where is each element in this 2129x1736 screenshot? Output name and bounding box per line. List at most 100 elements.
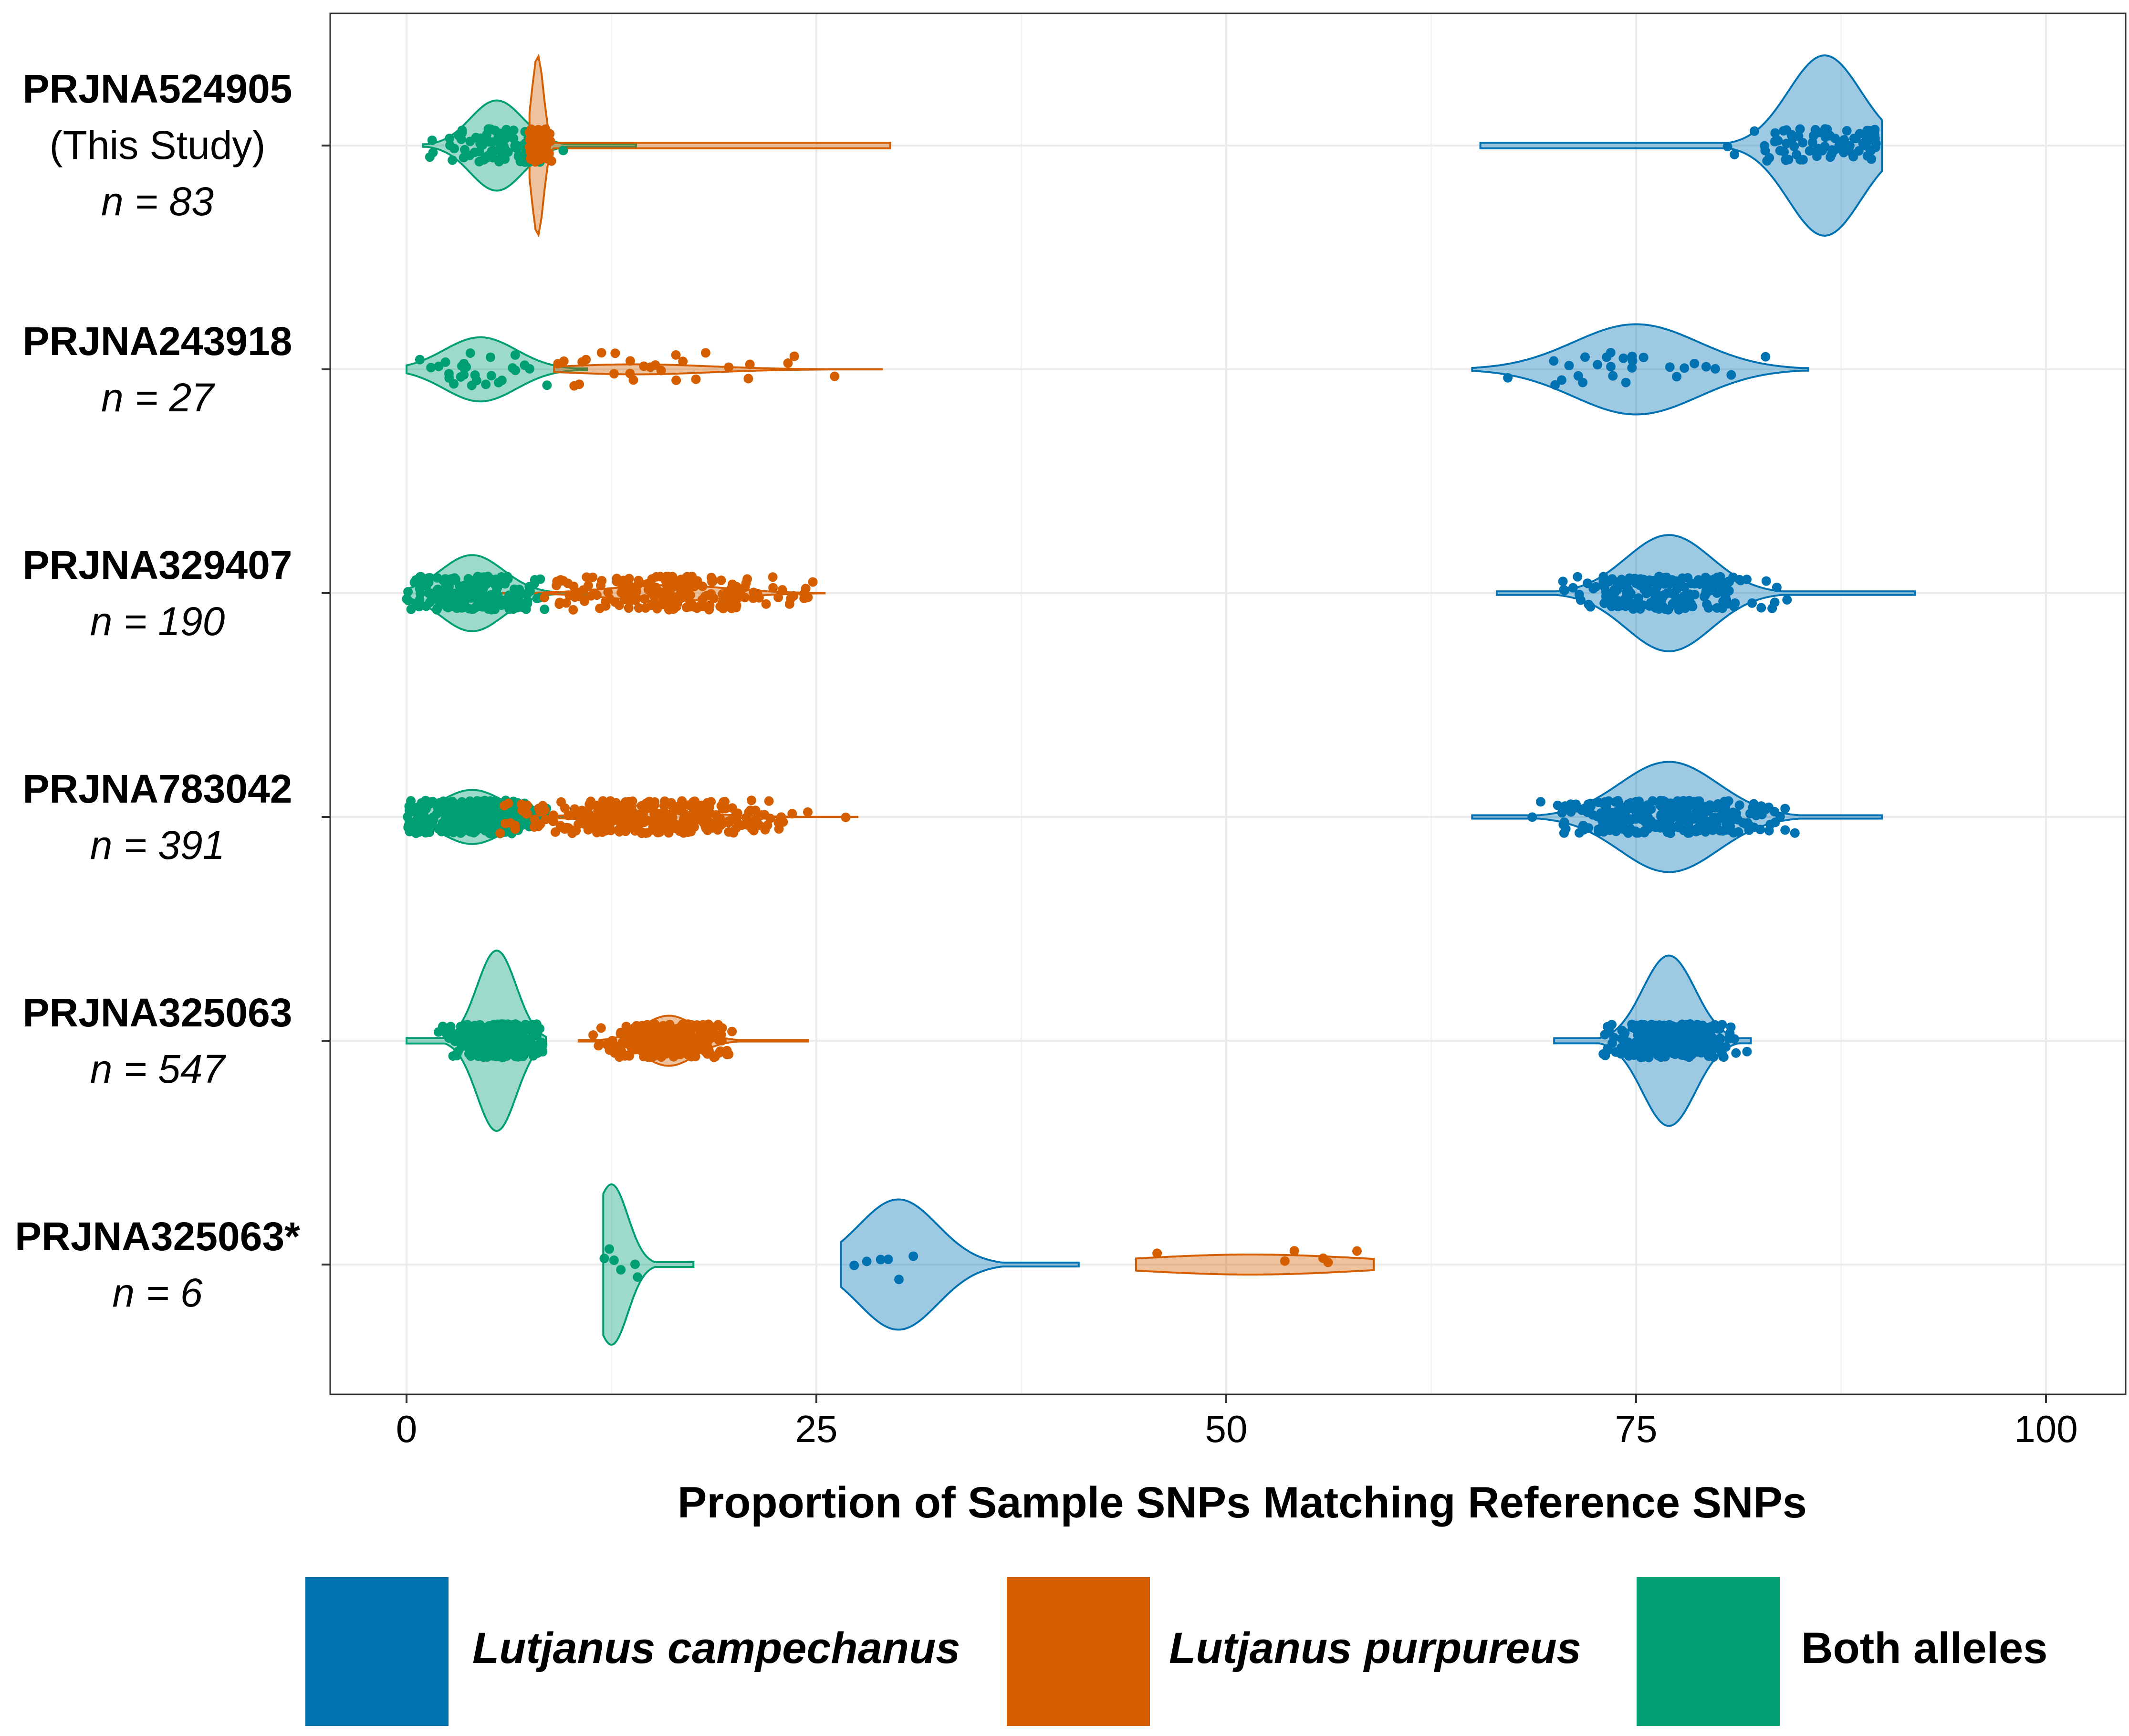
point-purpureus-PRJNA243918 — [789, 351, 799, 361]
point-purpureus-PRJNA783042 — [660, 808, 670, 818]
point-both-PRJNA243918 — [465, 348, 475, 358]
point-campechanus-PRJNA783042 — [1666, 826, 1676, 836]
point-purpureus-PRJNA243918 — [574, 379, 584, 389]
point-purpureus-PRJNA325063 — [594, 1041, 604, 1051]
point-both-PRJNA524905 — [477, 136, 487, 146]
point-both-PRJNA329407 — [423, 573, 433, 583]
point-both-PRJNA783042 — [424, 821, 433, 831]
point-campechanus-PRJNA524905 — [1848, 152, 1858, 162]
row-labels: PRJNA524905 (This Study) n = 83 PRJNA243918… — [15, 66, 330, 1315]
point-campechanus-PRJNA329407 — [1703, 586, 1713, 596]
point-purpureus-PRJNA783042 — [746, 795, 756, 805]
point-purpureus-PRJNA783042 — [637, 828, 647, 838]
point-both-PRJNA329407 — [432, 573, 442, 583]
violin-purpureus-PRJNA524905 — [528, 53, 891, 238]
point-purpureus-PRJNA783042 — [626, 803, 636, 813]
point-campechanus-PRJNA329407 — [1623, 585, 1633, 595]
point-campechanus-PRJNA329407 — [1710, 574, 1720, 584]
point-purpureus-PRJNA329407 — [728, 579, 737, 589]
point-campechanus-PRJNA325063 — [1709, 1052, 1718, 1062]
point-campechanus-PRJNA325063 — [1715, 1034, 1725, 1044]
point-campechanus-PRJNA325063 — [1644, 1053, 1654, 1062]
point-campechanus-PRJNA325063 — [1609, 1033, 1619, 1043]
point-both-PRJNA329407 — [473, 572, 483, 582]
point-campechanus-PRJNA325063 — [1742, 1046, 1752, 1056]
point-campechanus-PRJNA783042 — [1749, 799, 1759, 809]
point-both-PRJNA325063 — [532, 1019, 542, 1029]
point-both-PRJNA243918 — [415, 355, 425, 365]
point-purpureus-PRJNA329407 — [786, 594, 796, 604]
point-campechanus-PRJNA783042 — [1536, 797, 1545, 807]
point-both-PRJNA325063 — [491, 1035, 501, 1045]
point-both-PRJNA329407 — [517, 602, 527, 612]
point-purpureus-PRJNA783042 — [765, 814, 775, 824]
point-both-PRJNA243918 — [486, 352, 495, 362]
point-campechanus-PRJNA329407 — [1761, 576, 1771, 586]
point-campechanus-PRJNA325063 — [1603, 1022, 1613, 1032]
point-both-PRJNA524905 — [470, 147, 480, 157]
point-both-PRJNA329407 — [514, 585, 524, 595]
point-campechanus-PRJNA783042 — [1790, 828, 1800, 838]
point-campechanus-PRJNA243918 — [1550, 380, 1560, 390]
point-both-PRJNA325063 — [517, 1044, 527, 1054]
point-purpureus-PRJNA325063 — [677, 1021, 687, 1031]
point-purpureus-PRJNA783042 — [495, 828, 505, 838]
point-purpureus-PRJNA783042 — [720, 804, 731, 814]
point-both-PRJNA524905 — [509, 125, 519, 136]
point-campechanus-PRJNA783042 — [1612, 806, 1622, 816]
legend-label-purpureus: Lutjanus purpureus — [1169, 1624, 1581, 1673]
point-both-PRJNA325063 — [528, 1051, 538, 1061]
point-campechanus-PRJNA783042 — [1553, 800, 1563, 810]
point-both-PRJNA325063 — [497, 1021, 507, 1031]
point-both-PRJNA524905 — [457, 125, 467, 136]
point-purpureus-PRJNA243918 — [678, 356, 688, 366]
point-campechanus-PRJNA329407 — [1656, 595, 1666, 605]
point-campechanus-PRJNA329407 — [1568, 583, 1578, 593]
point-campechanus-PRJNA243918 — [1680, 363, 1690, 373]
point-campechanus-PRJNA783042 — [1721, 819, 1731, 829]
point-both-PRJNA325063 — [502, 1051, 512, 1061]
point-purpureus-PRJNA325063 — [637, 1024, 647, 1034]
point-campechanus-PRJNA325063 — [1653, 1051, 1663, 1061]
point-campechanus-PRJNA329407 — [1680, 591, 1691, 601]
row-label: PRJNA524905 — [22, 66, 292, 111]
point-both-PRJNA783042 — [461, 799, 471, 809]
point-purpureus-PRJNA325063 — [727, 1026, 737, 1036]
point-campechanus-PRJNA329407 — [1646, 598, 1656, 607]
point-purpureus-PRJNA329407 — [808, 577, 818, 587]
point-both-PRJNA243918 — [440, 357, 450, 367]
point-purpureus-PRJNA329407 — [718, 589, 728, 599]
point-campechanus-PRJNA325063 — [1721, 1042, 1731, 1052]
point-campechanus-PRJNA524905 — [1807, 137, 1817, 147]
point-campechanus-PRJNA783042 — [1780, 804, 1790, 814]
point-purpureus-PRJNA783042 — [742, 820, 752, 830]
point-purpureus-PRJNA329407 — [768, 572, 778, 582]
point-both-PRJNA329407 — [433, 585, 443, 594]
point-both-PRJNA524905 — [449, 144, 459, 154]
point-purpureus-PRJNA325063 — [702, 1049, 712, 1059]
point-purpureus-PRJNA783042 — [584, 799, 595, 809]
point-both-PRJNA783042 — [504, 810, 514, 820]
point-campechanus-PRJNA329407 — [1649, 575, 1659, 586]
point-campechanus-PRJNA329407 — [1628, 604, 1638, 614]
point-both-PRJNA524905 — [494, 157, 504, 167]
point-purpureus-PRJNA783042 — [596, 817, 606, 827]
point-purpureus-PRJNA783042 — [638, 817, 648, 827]
point-campechanus-PRJNA329407 — [1586, 602, 1596, 612]
point-both-PRJNA325063 — [452, 1051, 462, 1061]
point-campechanus-PRJNA329407 — [1664, 587, 1674, 597]
point-both-PRJNA329407 — [425, 597, 435, 607]
point-campechanus-PRJNA243918 — [1627, 363, 1637, 373]
point-campechanus-PRJNA524905 — [1789, 141, 1799, 151]
point-purpureus-PRJNA783042 — [555, 821, 565, 831]
point-purpureus-PRJNA783042 — [615, 803, 625, 813]
point-campechanus-PRJNA783042 — [1679, 796, 1689, 805]
point-campechanus-PRJNA783042 — [1609, 815, 1619, 825]
point-purpureus-PRJNA783042 — [659, 801, 669, 811]
point-campechanus-PRJNA325063 — [1700, 1044, 1710, 1054]
point-campechanus-PRJNA329407 — [1742, 575, 1752, 585]
point-both-PRJNA783042 — [455, 812, 465, 822]
point-purpureus-PRJNA325063 — [688, 1022, 698, 1032]
point-campechanus-PRJNA325063 — [1645, 1023, 1655, 1033]
